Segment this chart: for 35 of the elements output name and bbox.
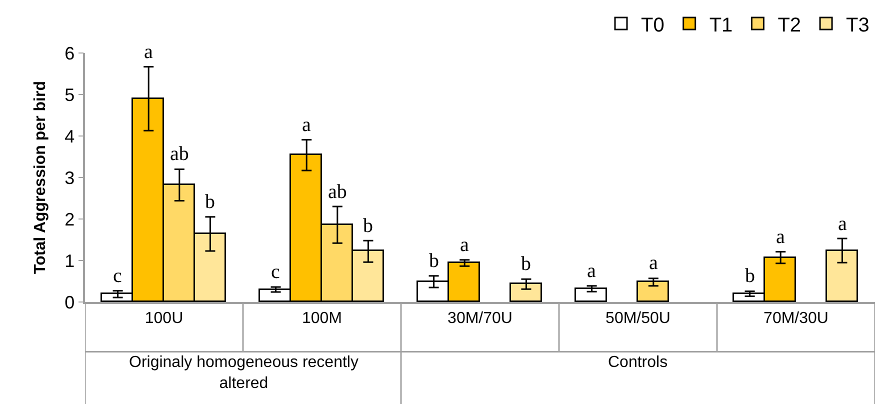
data-label: c [113,265,122,287]
x-tick-label: 70M/30U [764,310,828,327]
legend-label: T0 [641,14,664,36]
y-tick-label: 2 [64,209,75,230]
x-tick-label: 30M/70U [448,310,512,327]
data-label: c [271,261,280,283]
data-label: a [587,260,596,282]
data-label: b [363,215,373,237]
data-label: ab [170,143,189,165]
data-label: a [776,226,785,248]
y-tick-label: 6 [64,43,75,64]
x-tick-label: 100U [144,310,184,327]
y-tick-label: 5 [64,84,75,105]
data-label: b [429,250,439,272]
y-tick-label: 1 [64,250,75,271]
y-tick-label: 0 [64,292,75,312]
data-label: a [838,213,847,235]
y-tick-label: 4 [64,126,75,146]
data-label: a [144,41,153,63]
legend-label: T2 [778,14,802,36]
data-label: a [649,252,658,274]
y-axis-title: Total Aggression per bird [32,81,50,274]
data-label: a [460,234,469,256]
legend-label: T3 [846,14,870,36]
text: Controls [608,354,668,371]
data-label: b [205,191,215,213]
x-tick-label: 50M/50U [606,310,670,327]
data-label: b [745,265,755,287]
data-label: a [302,114,311,136]
y-tick-label: 3 [64,168,75,188]
x-tick-label: 100M [302,310,342,327]
data-label: ab [328,181,347,203]
legend-label: T1 [709,14,733,36]
text: Originaly homogeneous recently altered [129,354,358,392]
data-label: b [521,253,531,275]
